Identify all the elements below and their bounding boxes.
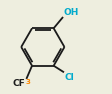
Text: OH: OH: [63, 8, 79, 17]
Text: CF: CF: [13, 79, 25, 88]
Text: 3: 3: [26, 79, 30, 85]
Text: Cl: Cl: [64, 73, 74, 82]
